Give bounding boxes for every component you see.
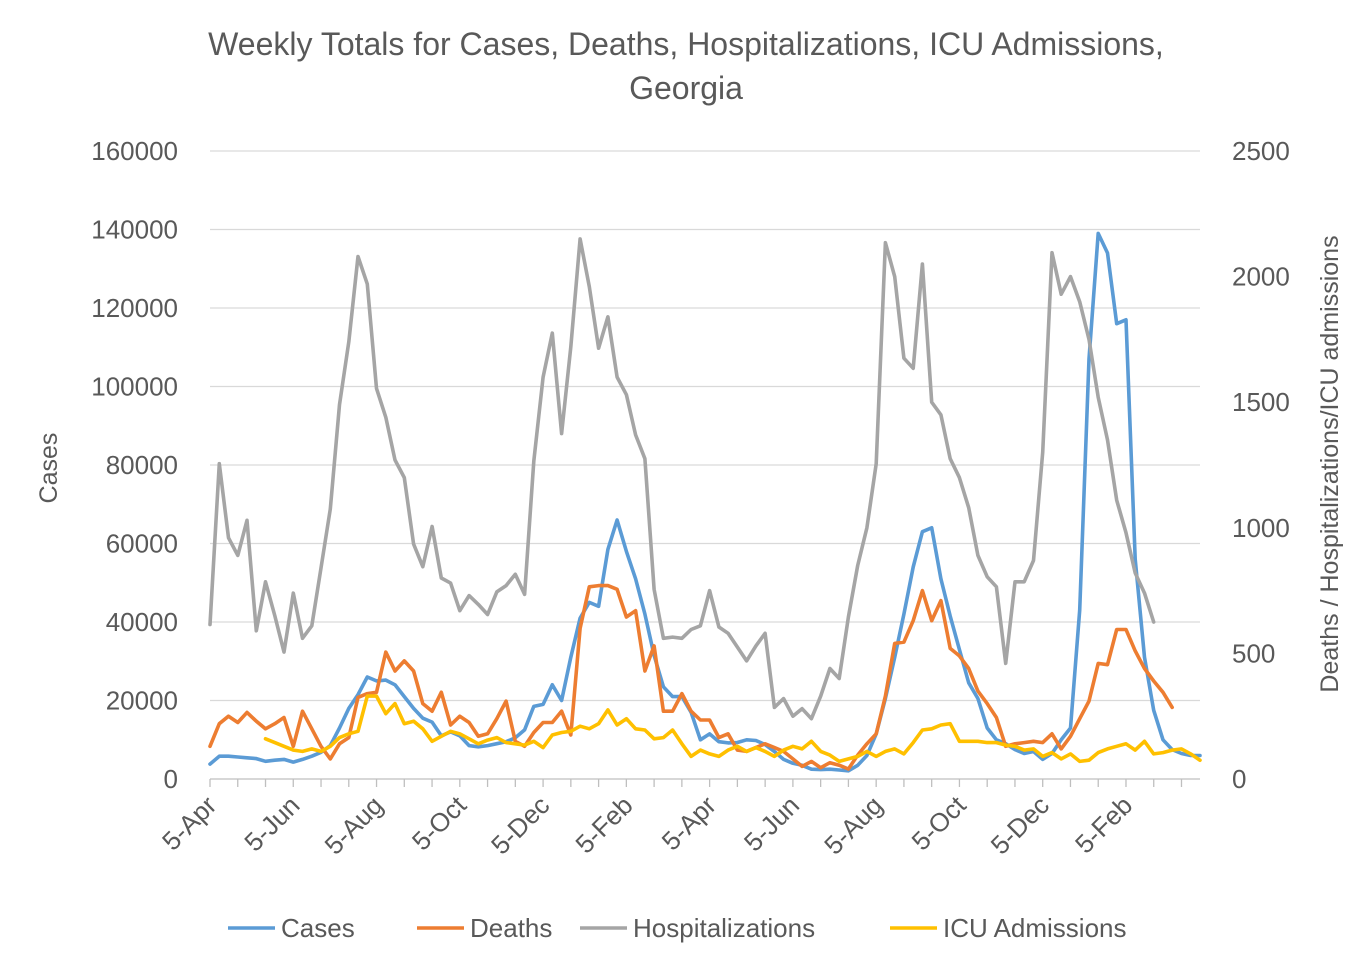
chart-title: Weekly Totals for Cases, Deaths, Hospita… (0, 22, 1372, 110)
x-tick-label: 5-Apr (656, 790, 722, 856)
legend-label: Hospitalizations (633, 913, 815, 943)
series-line-hospitalizations (208, 237, 1156, 721)
right-tick-label: 500 (1232, 638, 1275, 668)
legend-label: ICU Admissions (943, 913, 1127, 943)
left-tick-label: 160000 (91, 136, 178, 166)
legend: Cases Deaths Hospitalizations ICU Admission… (228, 913, 1127, 943)
x-tick-label: 5-Aug (319, 790, 389, 860)
x-tick-label: 5-Feb (569, 790, 638, 859)
left-y-axis: 0 20000 40000 60000 80000 100000 120000 140000 1… (91, 136, 178, 794)
left-tick-label: 80000 (106, 450, 178, 480)
left-tick-label: 40000 (106, 607, 178, 637)
right-y-axis: 0 500 1000 1500 2000 2500 (1232, 136, 1290, 794)
legend-label: Deaths (470, 913, 552, 943)
right-tick-label: 1500 (1232, 387, 1290, 417)
right-axis-title: Deaths / Hospitalizations/ICU admissions (1316, 235, 1344, 692)
x-tick-label: 5-Dec (985, 790, 1055, 860)
x-axis: 5-Apr 5-Jun 5-Aug 5-Oct 5-Dec 5-Feb 5-Apr 5-Jun… (156, 779, 1183, 860)
x-tick-label: 5-Oct (906, 789, 973, 856)
x-tick-label: 5-Dec (485, 790, 555, 860)
series-line-deaths (208, 583, 1174, 771)
left-tick-label: 140000 (91, 215, 178, 245)
right-tick-label: 2500 (1232, 136, 1290, 166)
x-tick-label: 5-Apr (156, 790, 222, 856)
x-tick-label: 5-Aug (818, 790, 888, 860)
chart-title-line-1: Weekly Totals for Cases, Deaths, Hospita… (208, 26, 1164, 62)
chart-title-line-2: Georgia (629, 70, 743, 106)
right-tick-label: 2000 (1232, 262, 1290, 292)
x-tick-label: 5-Oct (406, 789, 473, 856)
series-lines (208, 231, 1202, 773)
left-axis-title: Cases (35, 433, 63, 504)
left-tick-label: 100000 (91, 372, 178, 402)
right-tick-label: 0 (1232, 764, 1246, 794)
left-tick-label: 60000 (106, 529, 178, 559)
x-tick-label: 5-Jun (738, 790, 805, 857)
x-tick-label: 5-Jun (238, 790, 305, 857)
legend-label: Cases (281, 913, 355, 943)
series-line-icu-admissions (263, 694, 1202, 764)
gridlines (210, 150, 1200, 780)
series-line-cases (208, 231, 1202, 773)
left-tick-label: 20000 (106, 686, 178, 716)
right-tick-label: 1000 (1232, 513, 1290, 543)
left-tick-label: 120000 (91, 293, 178, 323)
x-tick-label: 5-Feb (1069, 790, 1138, 859)
left-tick-label: 0 (164, 764, 178, 794)
